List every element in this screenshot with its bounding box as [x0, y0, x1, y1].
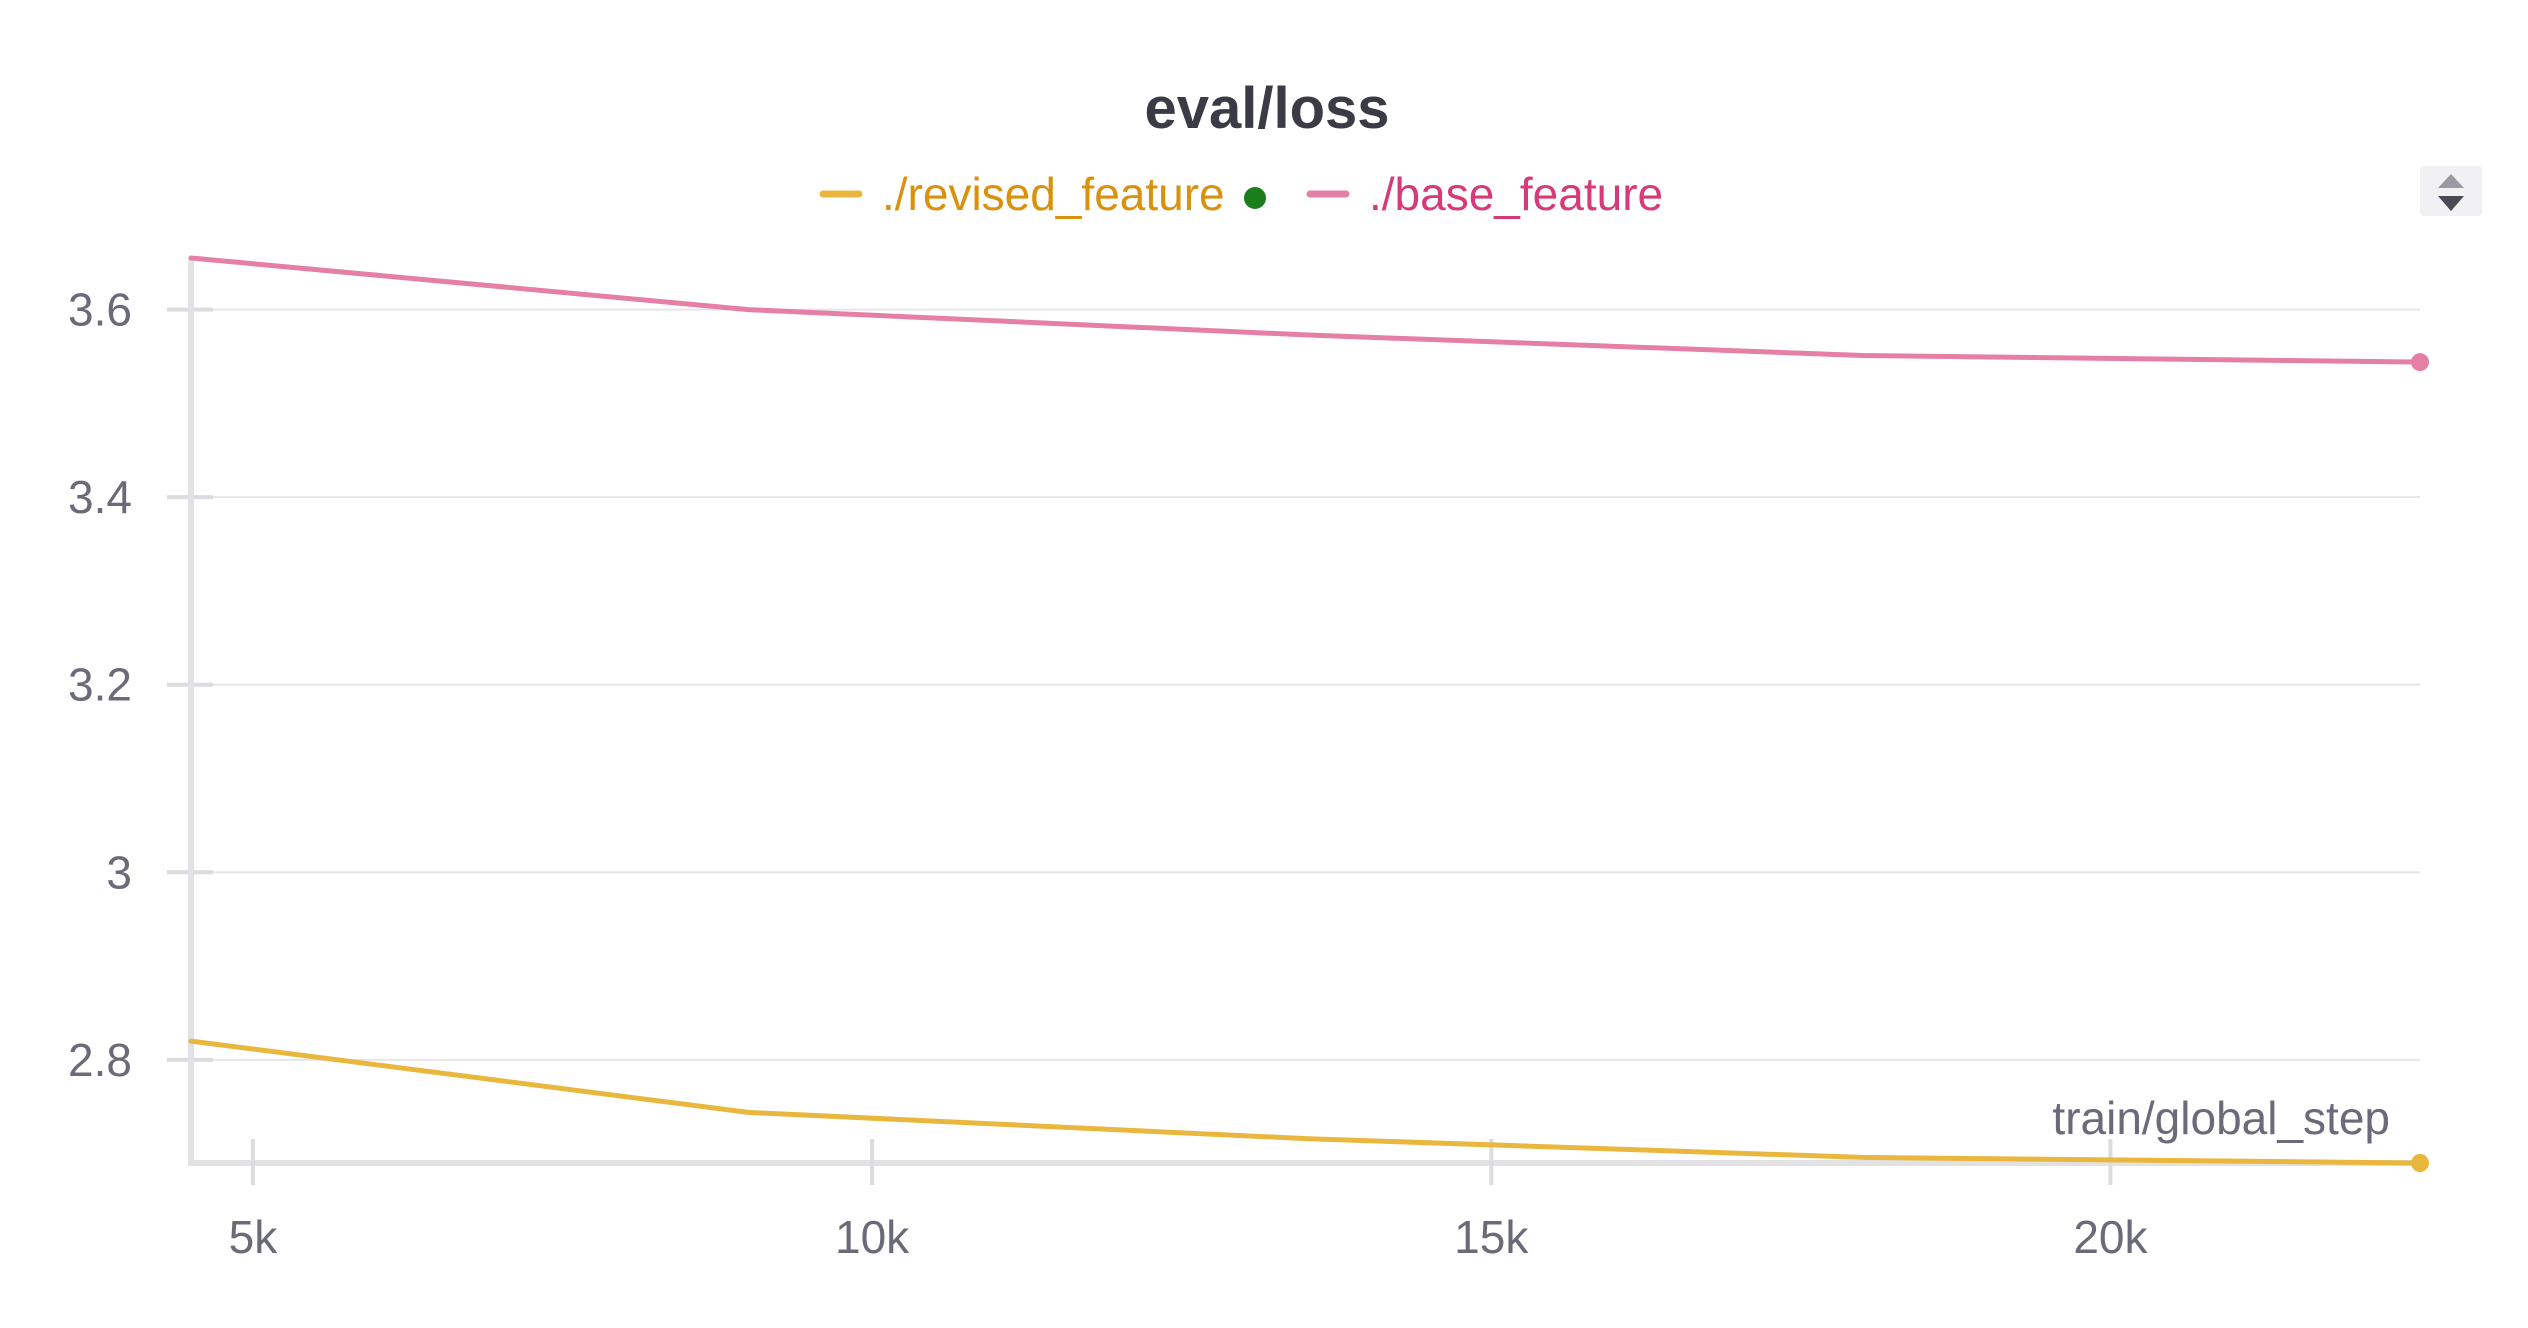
legend: ./revised_feature ./base_feature	[819, 168, 1663, 220]
y-tick-label: 3.2	[68, 659, 132, 711]
y-tick-label: 3.4	[68, 471, 132, 523]
series-line-revised-feature	[188, 1038, 2423, 1166]
y-tick-label: 3	[106, 846, 132, 898]
legend-scroll-control[interactable]	[2420, 166, 2482, 216]
series-layer	[188, 255, 2429, 1172]
x-tick-label: 10k	[835, 1211, 910, 1263]
triangle-down-icon[interactable]	[2438, 196, 2464, 211]
grid-lines	[191, 308, 2420, 1061]
series-end-point-base-feature[interactable]	[2411, 353, 2429, 372]
x-axis-title: train/global_step	[2052, 1092, 2390, 1144]
run-status-dot	[1244, 187, 1266, 209]
x-tick-label: 5k	[229, 1211, 279, 1263]
series-end-point-revised-feature[interactable]	[2411, 1154, 2429, 1172]
chart-title: eval/loss	[1144, 76, 1389, 141]
triangle-up-icon[interactable]	[2438, 174, 2464, 188]
axes	[167, 258, 2420, 1185]
x-tick-label: 20k	[2073, 1211, 2148, 1263]
legend-item-base-feature[interactable]: ./base_feature	[1306, 168, 1663, 220]
y-tick-label: 3.6	[68, 284, 132, 336]
series-line-base-feature	[188, 255, 2423, 365]
y-tick-label: 2.8	[68, 1034, 132, 1086]
x-tick-label: 15k	[1454, 1211, 1529, 1263]
legend-item-revised-feature[interactable]: ./revised_feature	[819, 168, 1266, 220]
legend-label-base-feature: ./base_feature	[1369, 168, 1663, 220]
legend-scroll-background	[2420, 166, 2482, 216]
legend-label-revised-feature: ./revised_feature	[882, 168, 1225, 220]
tick-labels: 2.8 3 3.2 3.4 3.6 5k 10k 15k 20k	[68, 284, 2148, 1263]
